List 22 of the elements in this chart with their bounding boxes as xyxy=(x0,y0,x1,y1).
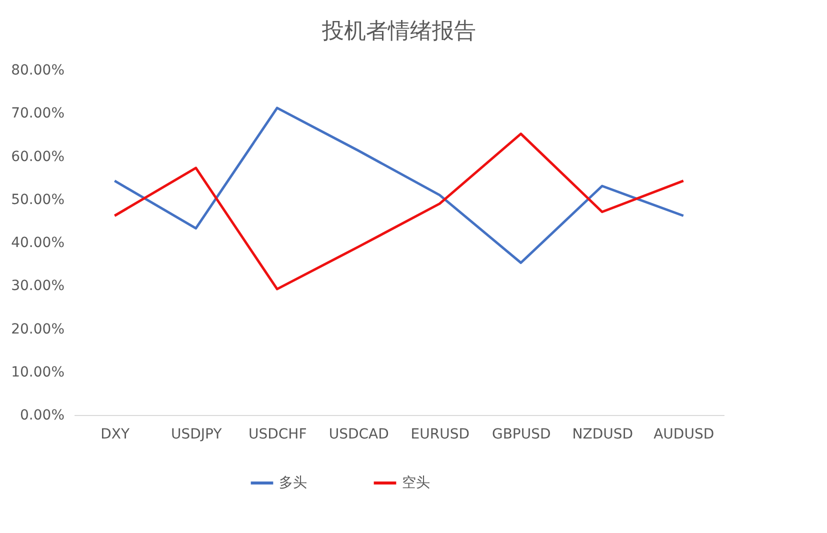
x-tick-label: EURUSD xyxy=(410,426,470,442)
x-tick-label: USDCHF xyxy=(248,426,307,442)
line-series xyxy=(113,132,685,290)
y-tick-label: 70.00% xyxy=(11,106,64,122)
y-tick-label: 50.00% xyxy=(11,192,64,208)
y-tick-label: 20.00% xyxy=(11,321,64,338)
x-tick-label: USDJPY xyxy=(171,426,222,442)
line-series xyxy=(113,106,685,264)
y-tick-label: 40.00% xyxy=(11,235,64,251)
y-tick-label: 30.00% xyxy=(11,278,64,294)
x-tick-label: USDCAD xyxy=(328,426,389,442)
legend-label: 空头 xyxy=(402,475,430,491)
y-tick-label: 10.00% xyxy=(11,364,64,380)
x-tick-label: AUDUSD xyxy=(654,426,714,442)
y-tick-label: 60.00% xyxy=(11,148,64,165)
chart-title: 投机者情绪报告 xyxy=(321,19,476,44)
y-tick-label: 0.00% xyxy=(20,408,64,424)
x-tick-label: DXY xyxy=(100,426,130,442)
x-tick-label: NZDUSD xyxy=(572,426,634,442)
legend-label: 多头 xyxy=(279,475,307,491)
y-tick-label: 80.00% xyxy=(11,62,64,78)
x-tick-label: GBPUSD xyxy=(492,426,551,442)
